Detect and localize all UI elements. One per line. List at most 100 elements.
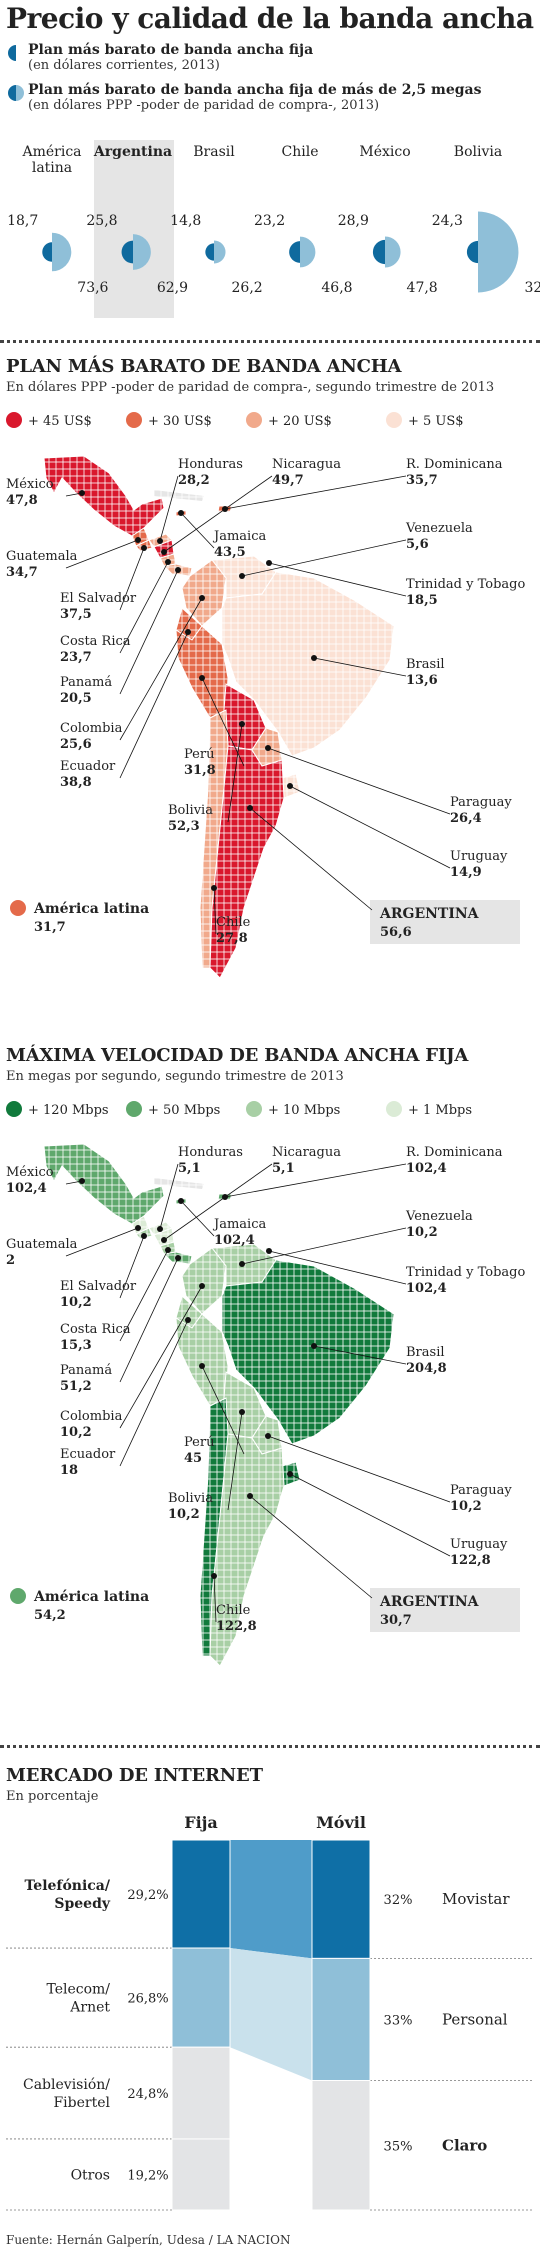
map-label-value: 23,7 (60, 650, 92, 665)
argentina-label-name: ARGENTINA (379, 906, 480, 922)
movil-bar-segment (311, 1957, 371, 2081)
map-label-name: El Salvador (60, 1279, 137, 1294)
value-label-ppp: 73,6 (77, 280, 108, 296)
map-label-name: El Salvador (60, 591, 137, 606)
legend-dot-icon (386, 1101, 402, 1117)
map-label-value: 10,2 (60, 1295, 92, 1310)
value-label-ppp: 62,9 (157, 280, 188, 296)
map-leader-line (65, 1227, 139, 1257)
legend-item2-sub: (en dólares PPP -poder de paridad de com… (28, 98, 380, 113)
map-leader-line (119, 1285, 203, 1429)
legend-dot-icon (246, 412, 262, 428)
map-label-name: Perú (184, 747, 214, 762)
map-leader-line (289, 1473, 451, 1557)
map-label-name: Perú (184, 1435, 214, 1450)
map-label-name: Guatemala (6, 1237, 78, 1252)
map-leader-line (159, 475, 179, 542)
map-label-value: 10,2 (60, 1425, 92, 1440)
legend-key-label: + 20 US$ (268, 414, 332, 429)
map-leader-line (224, 1163, 407, 1198)
cheap-semicircle-argentina (121, 240, 133, 264)
ppp-semicircle-américa-latina (52, 232, 72, 272)
page-title: Precio y calidad de la banda ancha (6, 2, 534, 35)
legend-key-label: + 5 US$ (408, 414, 464, 429)
map1-title: PLAN MÁS BARATO DE BANDA ANCHA (6, 356, 402, 377)
aggregate-label-value: 54,2 (34, 1608, 66, 1623)
map-label-value: 5,1 (272, 1161, 295, 1176)
map-label-name: Nicaragua (272, 1145, 341, 1160)
legend-dot-icon (6, 1101, 22, 1117)
map-label-name: Colombia (60, 1409, 123, 1424)
fija-value-label: 24,8% (127, 2087, 168, 2102)
category-label-brasil: Brasil (193, 144, 235, 160)
cheap-semicircle-bolivia (466, 240, 478, 264)
argentina-label-name: ARGENTINA (379, 1594, 480, 1610)
cheap-semicircle-chile (289, 241, 300, 263)
value-label-cheap: 18,7 (7, 213, 38, 229)
map-label-value: 18,5 (406, 593, 438, 608)
map-label-name: Paraguay (450, 795, 512, 810)
map-leader-line (180, 1200, 215, 1237)
argentina-label-value: 30,7 (380, 1613, 412, 1628)
map-label-value: 10,2 (168, 1507, 200, 1522)
map-leader-line (289, 785, 451, 869)
legend-key-3: + 1 Mbps (386, 1101, 472, 1118)
cheap-semicircle-brasil (205, 243, 214, 261)
fija-company-label: Cablevisión/ (23, 2077, 110, 2093)
map-leader-line (313, 657, 407, 677)
map-leader-line (313, 1345, 407, 1365)
map-leader-line (213, 887, 217, 935)
market-connector (230, 1840, 312, 1959)
fija-company-label: Fibertel (53, 2095, 110, 2111)
map-leader-line (201, 1365, 245, 1455)
map-label-value: 13,6 (406, 673, 438, 688)
map-label-value: 102,4 (406, 1161, 447, 1176)
fija-company-label: Arnet (69, 2000, 110, 2016)
market-title: MERCADO DE INTERNET (6, 1765, 263, 1786)
category-label-argentina: Argentina (93, 144, 172, 160)
map1-subtitle: En dólares PPP -poder de paridad de comp… (6, 380, 495, 395)
value-label-cheap: 24,3 (432, 213, 463, 229)
value-label-ppp: 47,8 (407, 280, 438, 296)
ppp-semicircle-bolivia (478, 211, 519, 293)
category-label-méxico: México (359, 144, 410, 160)
map-label-name: Jamaica (212, 529, 266, 544)
fija-value-label: 29,2% (127, 1888, 168, 1903)
map-label-name: Chile (216, 915, 251, 930)
market-share-chart: Fija Móvil Telefónica/Speedy 29,2% Telecom/A… (6, 1813, 534, 2211)
map-leader-line (224, 475, 407, 510)
map-leader-line (65, 492, 83, 497)
map-label-value: 38,8 (60, 775, 92, 790)
map-label-name: Venezuela (405, 1209, 473, 1224)
fija-company-label: Speedy (54, 1896, 111, 1912)
map2-subtitle: En megas por segundo, segundo trimestre … (6, 1069, 344, 1084)
map-label-name: Uruguay (450, 849, 508, 864)
map-leader-line (119, 569, 179, 695)
map-label-value: 52,3 (168, 819, 200, 834)
map-leader-line (119, 1235, 145, 1299)
map-label-name: Ecuador (60, 759, 116, 774)
map-label-value: 37,5 (60, 607, 92, 622)
fija-value-label: 26,8% (127, 1992, 168, 2007)
movil-bar-segment (311, 2080, 371, 2211)
legend-key-1: + 50 Mbps (126, 1101, 220, 1118)
map-leader-line (119, 1257, 179, 1383)
map-leader-line (241, 539, 407, 577)
map-label-value: 28,2 (178, 473, 210, 488)
legend-light-semicircle-icon (8, 85, 24, 101)
map-label-value: 35,7 (406, 473, 438, 488)
map-label-name: R. Dominicana (406, 1145, 503, 1160)
legend-item2-label: Plan más barato de banda ancha fija de m… (28, 82, 482, 98)
map-label-value: 27,8 (216, 931, 248, 946)
ppp-semicircle-argentina (133, 234, 151, 270)
map-label-name: México (6, 477, 54, 492)
aggregate-dot-icon (10, 900, 26, 916)
category-label-chile: Chile (282, 144, 319, 160)
map-label-name: R. Dominicana (406, 457, 503, 472)
legend-key-1: + 30 US$ (126, 412, 212, 429)
source-note: Fuente: Hernán Galperín, Udesa / LA NACI… (6, 2233, 291, 2247)
map-label-value: 102,4 (6, 1181, 47, 1196)
map-leader-line (159, 1163, 179, 1230)
map2-title: MÁXIMA VELOCIDAD DE BANDA ANCHA FIJA (6, 1045, 469, 1066)
legend-key-0: + 45 US$ (6, 412, 92, 429)
